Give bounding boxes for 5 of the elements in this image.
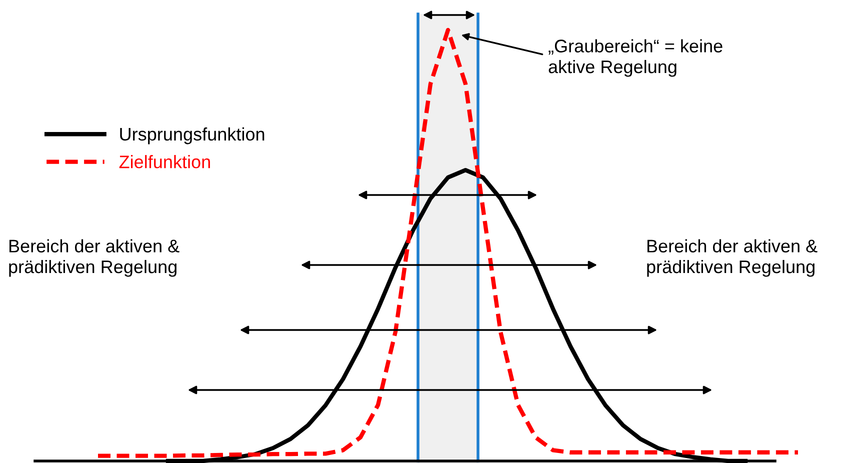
annotation: Bereich der aktiven & prädiktiven Regelung [647,239,818,277]
annotation: „Graubereich“ = keine aktive Regelung [548,39,722,77]
legend-label: Zielfunktion [119,155,210,168]
legend-label: Ursprungsfunktion [120,127,264,144]
annotation: Bereich der aktiven & prädiktiven Regelung [9,239,180,277]
